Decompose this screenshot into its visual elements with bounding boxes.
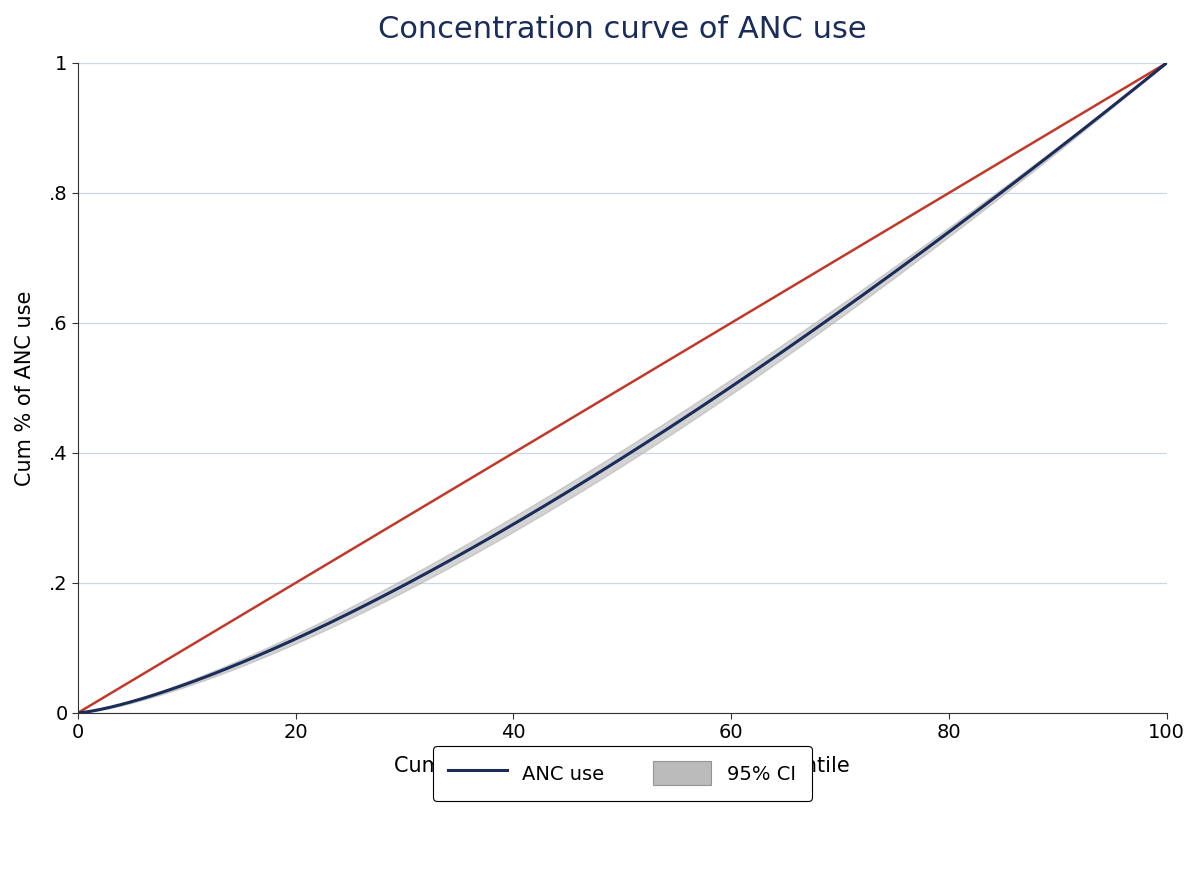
X-axis label: Cum % of women ranked by wealth quintile: Cum % of women ranked by wealth quintile	[395, 756, 850, 776]
Title: Concentration curve of ANC use: Concentration curve of ANC use	[378, 15, 866, 44]
Legend: ANC use, 95% CI: ANC use, 95% CI	[433, 746, 811, 800]
Y-axis label: Cum % of ANC use: Cum % of ANC use	[14, 290, 35, 486]
